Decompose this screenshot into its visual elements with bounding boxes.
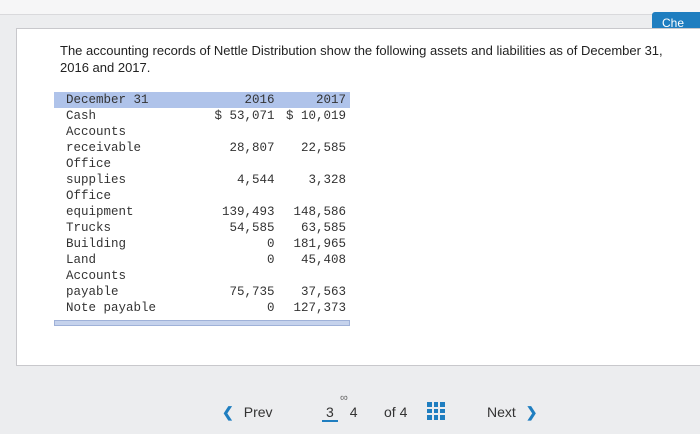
page-4-link[interactable]: 4 <box>349 404 358 420</box>
value-2017: $ 10,019 <box>285 109 346 123</box>
column-header-2016: 2016 <box>244 93 275 107</box>
table-header-row: December 31 2016 2017 <box>54 92 350 108</box>
value-2016: 4,544 <box>237 173 275 187</box>
table-row: Cash $ 53,071 $ 10,019 <box>54 108 350 124</box>
value-2016: 54,585 <box>229 221 275 235</box>
value-2016: 75,735 <box>229 285 275 299</box>
chevron-left-icon: ❮ <box>222 404 234 420</box>
row-label: Land <box>66 253 97 267</box>
column-header-label: December 31 <box>66 93 149 107</box>
value-2016: 0 <box>267 253 275 267</box>
table-row: Office equipment 139,493 148,586 <box>54 188 350 220</box>
table-row: Note payable 0 127,373 <box>54 300 350 316</box>
row-label: Cash <box>66 109 97 123</box>
prev-button[interactable]: ❮ Prev <box>222 404 273 421</box>
value-2017: 63,585 <box>300 221 346 235</box>
row-label: Trucks <box>66 221 112 235</box>
page-3-link[interactable]: 3 <box>322 404 338 422</box>
row-label: Office equipment <box>66 189 134 219</box>
value-2017: 127,373 <box>293 301 346 315</box>
table-row: Office supplies 4,544 3,328 <box>54 156 350 188</box>
row-label: Note payable <box>66 301 157 315</box>
top-bar <box>0 0 700 15</box>
row-label: Accounts payable <box>66 269 127 299</box>
value-2016: 0 <box>267 301 275 315</box>
page-count-label: of 4 <box>384 404 408 420</box>
value-2016: 0 <box>267 237 275 251</box>
value-2017: 181,965 <box>293 237 346 251</box>
column-header-2017: 2017 <box>315 93 346 107</box>
question-panel <box>16 28 700 366</box>
next-label: Next <box>487 404 516 420</box>
table-row: Trucks 54,585 63,585 <box>54 220 350 236</box>
value-2017: 3,328 <box>308 173 346 187</box>
row-label: Office supplies <box>66 157 127 187</box>
table-row: Accounts payable 75,735 37,563 <box>54 268 350 300</box>
data-table: December 31 2016 2017 Cash $ 53,071 $ 10,0… <box>54 92 350 316</box>
prev-label: Prev <box>243 404 273 420</box>
grid-icon[interactable] <box>427 402 445 420</box>
value-2017: 45,408 <box>300 253 346 267</box>
chevron-right-icon: ❯ <box>525 404 538 420</box>
link-icon: ∞ <box>340 392 348 404</box>
value-2017: 148,586 <box>293 205 346 219</box>
value-2017: 37,563 <box>300 285 346 299</box>
row-label: Accounts receivable <box>66 125 142 155</box>
question-text: The accounting records of Nettle Distrib… <box>60 43 663 75</box>
value-2017: 22,585 <box>300 141 346 155</box>
table-row: Building 0 181,965 <box>54 236 350 252</box>
table-row: Land 0 45,408 <box>54 252 350 268</box>
next-button[interactable]: Next ❯ <box>487 404 538 421</box>
data-table-container: December 31 2016 2017 Cash $ 53,071 $ 10,0… <box>54 92 350 316</box>
table-scrollbar[interactable] <box>54 320 350 326</box>
value-2016: $ 53,071 <box>214 109 275 123</box>
value-2016: 28,807 <box>229 141 275 155</box>
table-row: Accounts receivable 28,807 22,585 <box>54 124 350 156</box>
value-2016: 139,493 <box>222 205 275 219</box>
row-label: Building <box>66 237 127 251</box>
